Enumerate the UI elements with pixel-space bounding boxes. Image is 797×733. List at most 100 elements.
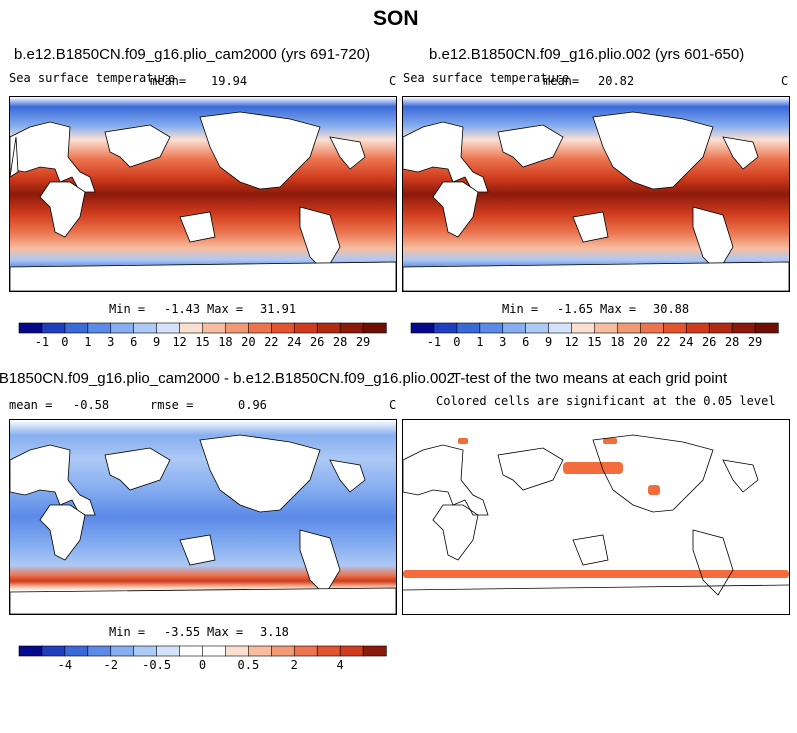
panel-2-colorbar-swatch xyxy=(456,322,481,334)
panel-2-colorbar-swatch xyxy=(663,322,687,334)
panel-2-colorbar-tick-label: 6 xyxy=(522,335,529,349)
panel-2-colorbar-tick-label: 22 xyxy=(656,335,670,349)
panel-2-variable-label: Sea surface temperature xyxy=(403,71,570,85)
panel-1-colorbar-swatch xyxy=(87,322,112,334)
panel-3-max-value: 3.18 xyxy=(260,625,289,639)
panel-1-colorbar-tick-label: -1 xyxy=(35,335,49,349)
panel-3-coastlines xyxy=(10,434,396,614)
panel-3-field xyxy=(10,420,396,614)
panel-1-colorbar-swatch xyxy=(271,322,295,334)
panel-3-colorbar-swatch xyxy=(202,645,227,657)
panel-2-colorbar-swatch xyxy=(708,322,733,334)
panel-1-colorbar-swatch xyxy=(316,322,341,334)
panel-2-colorbar-tick-label: 3 xyxy=(499,335,506,349)
panel-2-colorbar-tick-label: 24 xyxy=(679,335,693,349)
panel-2-colorbar-tick-label: 15 xyxy=(587,335,601,349)
panel-1-map xyxy=(9,96,397,292)
panel-3-colorbar-swatch xyxy=(248,645,273,657)
panel-2-colorbar-swatch xyxy=(525,322,550,334)
panel-1-colorbar-tick-label: 18 xyxy=(218,335,232,349)
panel-3-colorbar-swatch xyxy=(271,645,295,657)
panel-1-colorbar-swatch xyxy=(18,322,43,334)
panel-1-units: C xyxy=(389,74,397,88)
panel-2-colorbar-swatch xyxy=(754,322,779,334)
page-title: SON xyxy=(373,7,419,30)
panel-1-field xyxy=(10,97,396,291)
panel-3-min-value: -3.55 xyxy=(164,625,201,639)
panel-2-colorbar-swatch xyxy=(571,322,596,334)
panel-2-colorbar-tick-label: 18 xyxy=(610,335,624,349)
panel-4-coastlines xyxy=(403,434,789,596)
panel-1-colorbar-tick-label: 1 xyxy=(84,335,91,349)
panel-1-mean-value: 19.94 xyxy=(211,74,248,88)
panel-1-max-value: 31.91 xyxy=(260,302,297,316)
panel-2-colorbar-tick-label: 9 xyxy=(545,335,552,349)
panel-3-colorbar-swatch xyxy=(87,645,112,657)
panel-2-colorbar-swatch xyxy=(548,322,573,334)
panel-1-colorbar-swatch xyxy=(225,322,250,334)
panel-3-colorbar-swatch xyxy=(110,645,135,657)
panel-2-colorbar-tick-label: 28 xyxy=(725,335,739,349)
panel-1-colorbar-tick-label: 6 xyxy=(130,335,137,349)
panel-2-colorbar-swatch xyxy=(479,322,504,334)
panel-2-colorbar-tick-label: -1 xyxy=(427,335,441,349)
panel-2-colorbar-swatch xyxy=(433,322,458,334)
panel-3-rmse-value: 0.96 xyxy=(238,398,267,412)
panel-1-colorbar-tick-label: 12 xyxy=(172,335,186,349)
panel-1-mean-label: mean= xyxy=(150,74,187,88)
panel-1-title: b.e12.B1850CN.f09_g16.plio_cam2000 (yrs … xyxy=(14,46,371,63)
panel-2-colorbar-swatch xyxy=(617,322,642,334)
panel-3-colorbar-tick-label: 0 xyxy=(199,658,206,672)
panel-2-colorbar-tick-label: 20 xyxy=(633,335,647,349)
panel-2-min-value: -1.65 xyxy=(557,302,594,316)
panel-2-colorbar-tick-label: 29 xyxy=(748,335,762,349)
panel-3-mean-label: mean = xyxy=(9,398,53,412)
panel-3-colorbar-swatch xyxy=(41,645,66,657)
panel-4-field xyxy=(403,434,789,596)
panel-1-max-label: Max = xyxy=(207,302,244,316)
panel-3-colorbar-swatch xyxy=(64,645,89,657)
panel-3-colorbar-tick-label: 2 xyxy=(291,658,298,672)
panel-2-title: b.e12.B1850CN.f09_g16.plio.002 (yrs 601-… xyxy=(429,46,745,63)
panel-3-colorbar-swatch xyxy=(156,645,181,657)
panel-2-max-label: Max = xyxy=(600,302,637,316)
panel-1-colorbar-swatch xyxy=(362,322,387,334)
panel-2-colorbar-swatch xyxy=(502,322,527,334)
panel-1-colorbar-tick-label: 24 xyxy=(287,335,301,349)
panel-2-field xyxy=(403,97,789,291)
panel-3-rmse-label: rmse = xyxy=(150,398,194,412)
panel-3-colorbar-swatch xyxy=(293,645,318,657)
panel-2-colorbar-swatch xyxy=(594,322,619,334)
panel-4-subtitle: Colored cells are significant at the 0.0… xyxy=(436,394,776,408)
panel-1-colorbar-tick-label: 0 xyxy=(61,335,68,349)
panel-4-significant-cells xyxy=(403,438,789,578)
panel-2-mean-value: 20.82 xyxy=(598,74,635,88)
panel-1-min-label: Min = xyxy=(109,302,146,316)
panel-1-colorbar-swatch xyxy=(41,322,66,334)
panel-2-colorbar-tick-label: 0 xyxy=(453,335,460,349)
panel-4-title: T-test of the two means at each grid poi… xyxy=(452,370,728,387)
panel-3-colorbar-tick-label: -4 xyxy=(58,658,72,672)
panel-1-colorbar-tick-label: 3 xyxy=(107,335,114,349)
panel-1-colorbar-swatch xyxy=(202,322,227,334)
panel-2-min-label: Min = xyxy=(502,302,539,316)
panel-2-colorbar-tick-label: 1 xyxy=(476,335,483,349)
panel-1-variable-label: Sea surface temperature xyxy=(9,71,176,85)
panel-1-colorbar-tick-label: 20 xyxy=(241,335,255,349)
panel-2-colorbar-swatch xyxy=(640,322,665,334)
panel-1-colorbar-swatch xyxy=(339,322,364,334)
panel-1-colorbar-tick-label: 29 xyxy=(356,335,370,349)
panel-2-colorbar: -1 0 1 3 6 9 12 15 18 20 22 24 26 28 29 xyxy=(410,322,779,353)
panel-2-max-value: 30.88 xyxy=(653,302,690,316)
panel-1-min-value: -1.43 xyxy=(164,302,201,316)
panel-1-colorbar-swatch xyxy=(156,322,181,334)
panel-3-colorbar-swatch xyxy=(362,645,387,657)
panel-3-colorbar-swatch xyxy=(225,645,250,657)
panel-3-colorbar-tick-label: 0.5 xyxy=(238,658,260,672)
panel-3-colorbar-tick-label: -0.5 xyxy=(142,658,171,672)
panel-1-colorbar-tick-label: 26 xyxy=(310,335,324,349)
panel-3-colorbar-swatch xyxy=(18,645,43,657)
panel-3-colorbar-swatch xyxy=(316,645,341,657)
panel-3-colorbar: -4 -2 -0.5 0 0.5 2 4 xyxy=(18,645,387,676)
panel-1-colorbar-tick-label: 22 xyxy=(264,335,278,349)
